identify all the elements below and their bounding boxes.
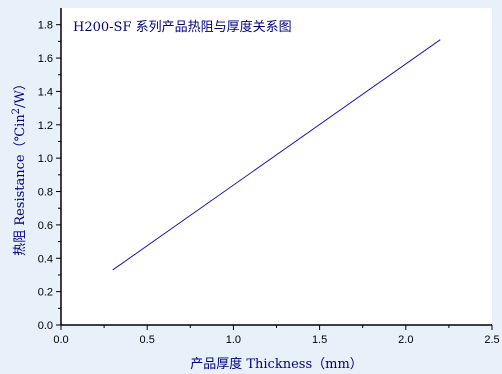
y-tick-label: 0.2 bbox=[38, 287, 53, 299]
y-axis-label-main: 热阻 Resistance（℃in bbox=[13, 114, 28, 256]
y-tick-label: 0.6 bbox=[38, 220, 53, 232]
x-tick-label: 2.0 bbox=[398, 334, 413, 346]
y-tick-label: 1.4 bbox=[38, 86, 53, 98]
y-tick-label: 0.4 bbox=[38, 253, 53, 265]
y-tick-label: 1.0 bbox=[38, 153, 53, 165]
x-axis-ticks: 0.0 0.5 1.0 1.5 2.0 2.5 bbox=[53, 325, 500, 346]
y-tick-label: 1.2 bbox=[38, 120, 53, 132]
x-tick-label: 1.5 bbox=[312, 334, 327, 346]
y-tick-label: 1.8 bbox=[38, 20, 53, 32]
y-axis-label: 热阻 Resistance（℃in2/W） bbox=[11, 77, 28, 256]
x-tick-label: 1.0 bbox=[226, 334, 241, 346]
x-axis-label: 产品厚度 Thickness（mm） bbox=[190, 356, 363, 372]
plot-area bbox=[61, 8, 492, 325]
series-line bbox=[112, 39, 441, 271]
series-group bbox=[112, 39, 441, 271]
y-tick-label: 1.6 bbox=[38, 53, 53, 65]
x-tick-label: 2.5 bbox=[484, 334, 499, 346]
y-tick-label: 0.8 bbox=[38, 187, 53, 199]
x-tick-label: 0.5 bbox=[140, 334, 155, 346]
y-tick-label: 0.0 bbox=[38, 320, 53, 332]
y-axis-label-superscript: 2 bbox=[11, 108, 22, 114]
y-axis-ticks: 0.0 0.2 0.4 0.6 0.8 1.0 1.2 1.4 1.6 1.8 bbox=[38, 20, 61, 332]
y-axis-label-tail: /W） bbox=[13, 77, 28, 108]
x-tick-label: 0.0 bbox=[53, 334, 68, 346]
chart-title: H200-SF 系列产品热阻与厚度关系图 bbox=[73, 19, 292, 35]
